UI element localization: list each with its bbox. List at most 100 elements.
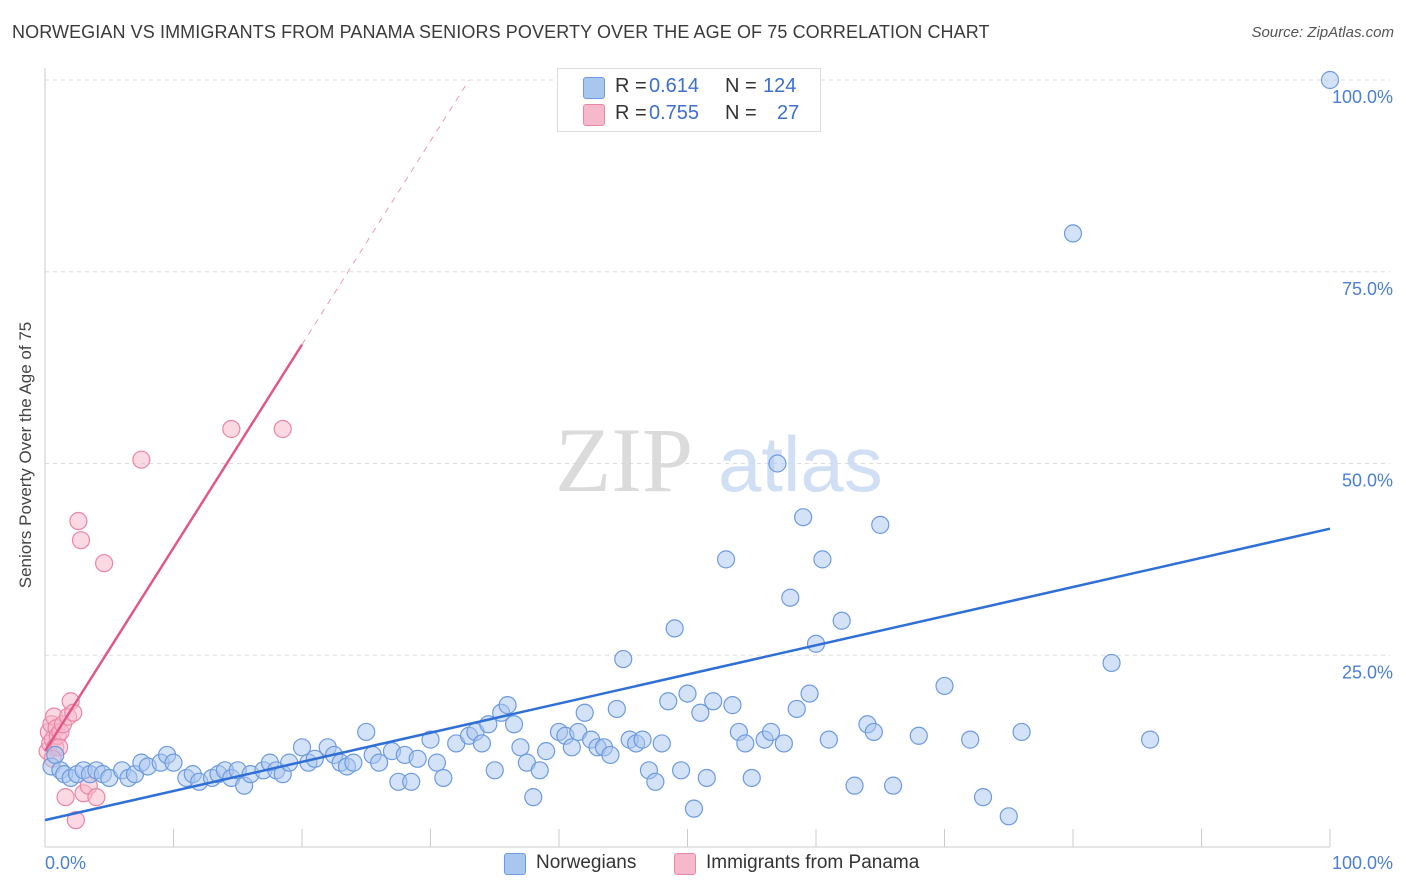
data-point-norwegians: [768, 454, 787, 473]
data-point-norwegians: [1063, 224, 1083, 243]
data-point-norwegians: [485, 761, 504, 780]
y-tick-label: 75.0%: [1342, 279, 1393, 299]
data-point-norwegians: [164, 753, 183, 772]
data-point-norwegians: [845, 776, 864, 795]
data-point-norwegians: [633, 730, 652, 749]
y-tick-label: 100.0%: [1332, 87, 1393, 107]
legend-swatch-blue: [504, 853, 526, 875]
legend-n-label: N =: [725, 102, 757, 124]
data-point-norwegians: [665, 619, 684, 638]
legend-r-value: 0.755: [649, 102, 700, 124]
x-tick-label: 100.0%: [1332, 853, 1393, 873]
legend-n-value: 27: [777, 102, 800, 124]
data-point-norwegians: [961, 730, 980, 749]
data-point-norwegians: [659, 692, 678, 711]
data-point-norwegians: [511, 738, 530, 757]
data-point-norwegians: [909, 726, 928, 745]
series-norwegians-points: [42, 70, 1340, 826]
data-point-norwegians: [671, 761, 691, 780]
data-point-norwegians: [761, 722, 781, 742]
data-point-panama: [66, 811, 85, 830]
legend-swatch-pink: [674, 853, 696, 875]
trend-lines: [43, 79, 1331, 822]
data-point-norwegians: [871, 515, 890, 534]
legend-n-value: 124: [763, 75, 797, 97]
data-point-norwegians: [402, 772, 421, 791]
data-point-norwegians: [292, 738, 312, 757]
x-tick-label: 0.0%: [45, 853, 86, 873]
data-point-norwegians: [736, 734, 755, 753]
data-point-norwegians: [504, 715, 524, 734]
data-point-norwegians: [691, 703, 710, 722]
data-point-panama: [273, 419, 292, 439]
data-point-norwegians: [935, 676, 954, 696]
data-point-norwegians: [357, 722, 376, 742]
data-point-norwegians: [742, 768, 761, 788]
legend-label: Immigrants from Panama: [706, 852, 920, 873]
data-point-panama: [222, 419, 241, 439]
watermark-zip: ZIP: [555, 409, 693, 511]
data-point-norwegians: [716, 550, 736, 569]
data-point-panama: [87, 788, 106, 807]
trend-line-panama-extension: [301, 79, 470, 345]
data-point-norwegians: [704, 692, 723, 711]
data-point-norwegians: [575, 703, 594, 722]
data-point-norwegians: [684, 799, 704, 818]
data-point-norwegians: [646, 772, 665, 791]
data-point-norwegians: [832, 611, 851, 630]
data-point-norwegians: [999, 807, 1018, 826]
data-point-norwegians: [723, 696, 742, 715]
data-point-norwegians: [421, 730, 440, 749]
legend-n-label: N =: [725, 75, 757, 97]
data-point-norwegians: [864, 722, 883, 742]
tick-labels: 25.0% 50.0% 75.0% 100.0% 0.0% 100.0%: [45, 87, 1393, 873]
data-point-norwegians: [883, 776, 903, 795]
data-point-norwegians: [607, 699, 626, 719]
data-point-norwegians: [973, 788, 993, 807]
data-point-norwegians: [530, 761, 549, 780]
correlation-legend: R = 0.614 N = 124 R = 0.755 N = 27: [557, 68, 821, 132]
data-point-norwegians: [1012, 722, 1031, 742]
legend-r-value: 0.614: [649, 75, 700, 97]
data-point-norwegians: [562, 738, 581, 757]
data-point-norwegians: [472, 734, 491, 753]
data-point-norwegians: [601, 745, 620, 765]
data-point-panama: [56, 788, 75, 807]
data-point-norwegians: [787, 699, 806, 719]
data-point-norwegians: [614, 649, 633, 669]
legend-r-label: R =: [615, 102, 647, 124]
data-point-norwegians: [652, 734, 671, 753]
data-point-norwegians: [344, 753, 363, 772]
trend-line-panama: [43, 343, 304, 752]
gridlines: [45, 79, 1390, 656]
y-axis-label: Seniors Poverty Over the Age of 75: [16, 321, 35, 589]
data-point-norwegians: [678, 684, 697, 703]
watermark-atlas: atlas: [718, 420, 883, 508]
source-label: Source: ZipAtlas.com: [1251, 24, 1394, 41]
y-tick-label: 50.0%: [1342, 471, 1393, 491]
data-point-norwegians: [774, 734, 793, 753]
legend-swatch-blue: [583, 77, 605, 99]
chart-title: NORWEGIAN VS IMMIGRANTS FROM PANAMA SENI…: [12, 22, 990, 42]
data-point-panama: [95, 554, 114, 573]
data-point-norwegians: [434, 768, 453, 788]
y-axis-label-wrap: Seniors Poverty Over the Age of 75: [16, 189, 36, 588]
data-point-norwegians: [697, 768, 716, 788]
data-point-norwegians: [819, 730, 838, 749]
data-point-norwegians: [46, 745, 65, 765]
legend-swatch-pink: [583, 104, 605, 126]
data-point-panama: [132, 450, 151, 469]
data-point-norwegians: [370, 753, 389, 772]
legend-r-label: R =: [615, 75, 647, 97]
data-point-norwegians: [1320, 70, 1340, 90]
data-point-norwegians: [537, 742, 556, 761]
legend-label: Norwegians: [536, 852, 637, 873]
data-point-panama: [69, 511, 88, 531]
data-point-norwegians: [1102, 653, 1121, 673]
data-point-panama: [71, 531, 91, 550]
data-point-norwegians: [427, 753, 447, 772]
trend-line-norwegians: [44, 527, 1331, 822]
data-point-norwegians: [524, 788, 543, 807]
y-tick-label: 25.0%: [1342, 662, 1393, 682]
data-point-norwegians: [813, 550, 832, 569]
